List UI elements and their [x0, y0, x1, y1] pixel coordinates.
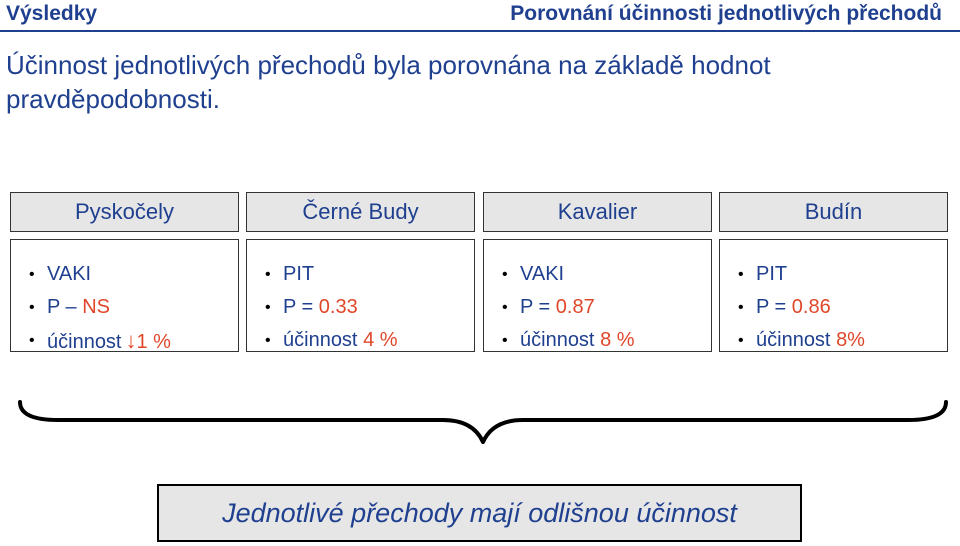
crossing-details-pyskocely: VAKI P – NS účinnost↓1 %	[10, 239, 239, 357]
conclusion-box: Jednotlivé přechody mají odlišnou účinno…	[157, 484, 802, 542]
detail-efficiency: účinnost 8 %	[502, 324, 711, 357]
efficiency-value: 8 %	[600, 329, 635, 351]
detail-list: PIT P = 0.33 účinnost 4 %	[265, 258, 474, 357]
curly-brace-icon	[18, 400, 948, 444]
detail-probability: P = 0.87	[502, 291, 711, 324]
efficiency-value: 4 %	[363, 329, 398, 351]
header-divider	[0, 30, 960, 32]
detail-method: VAKI	[502, 258, 711, 291]
probability-value: 0.87	[555, 296, 595, 318]
detail-method: PIT	[738, 258, 947, 291]
probability-value: 0.33	[318, 296, 358, 318]
section-label: Výsledky	[6, 2, 98, 25]
intro-text: Účinnost jednotlivých přechodů byla poro…	[6, 50, 771, 114]
crossing-header-kavalier: Kavalier	[483, 192, 712, 232]
crossing-details-kavalier: VAKI P = 0.87 účinnost 8 %	[483, 239, 712, 357]
detail-probability: P = 0.86	[738, 291, 947, 324]
detail-method: PIT	[265, 258, 474, 291]
probability-value: NS	[82, 296, 111, 318]
crossing-header-pyskocely: Pyskočely	[10, 192, 239, 232]
crossing-details-budin: PIT P = 0.86 účinnost 8%	[719, 239, 948, 357]
detail-method: VAKI	[29, 258, 238, 291]
detail-probability: P = 0.33	[265, 291, 474, 324]
slide-title: Porovnání účinnosti jednotlivých přechod…	[510, 2, 942, 25]
probability-value: 0.86	[791, 296, 831, 318]
efficiency-value: 8%	[836, 329, 865, 351]
detail-list: VAKI P – NS účinnost↓1 %	[29, 258, 238, 359]
efficiency-value: 1 %	[136, 331, 171, 353]
detail-probability: P – NS	[29, 291, 238, 324]
slide-header: Výsledky Porovnání účinnosti jednotlivýc…	[0, 0, 960, 28]
crossing-header-budin: Budín	[719, 192, 948, 232]
crossing-header-cerne-budy: Černé Budy	[246, 192, 475, 232]
crossing-details-cerne-budy: PIT P = 0.33 účinnost 4 %	[246, 239, 475, 357]
detail-list: VAKI P = 0.87 účinnost 8 %	[502, 258, 711, 357]
detail-efficiency: účinnost 4 %	[265, 324, 474, 357]
detail-efficiency: účinnost 8%	[738, 324, 947, 357]
arrow-down-icon: ↓	[125, 328, 137, 353]
detail-list: PIT P = 0.86 účinnost 8%	[738, 258, 947, 357]
detail-efficiency: účinnost↓1 %	[29, 324, 238, 359]
